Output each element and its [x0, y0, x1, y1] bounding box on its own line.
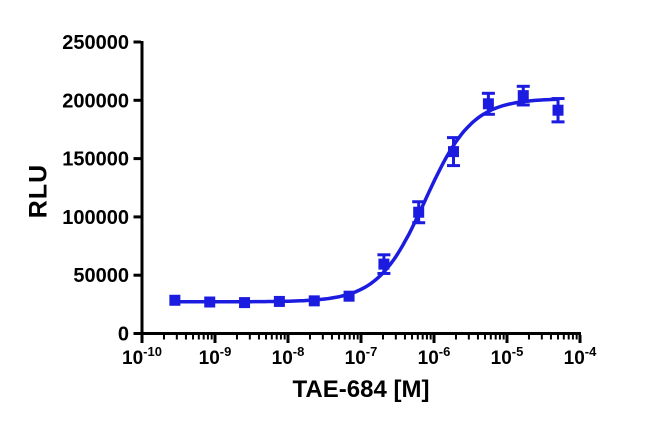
data-point-marker — [169, 294, 181, 306]
x-axis-title: TAE-684 [M] — [292, 376, 430, 403]
y-tick-label: 200000 — [62, 90, 129, 112]
data-point-marker — [552, 104, 564, 116]
data-point-marker — [413, 206, 425, 218]
data-point-marker — [239, 297, 251, 309]
data-point-marker — [517, 90, 529, 102]
x-tick-label: 10-7 — [345, 344, 378, 369]
x-tick-label: 10-6 — [418, 344, 451, 369]
y-tick-label: 50000 — [73, 265, 129, 287]
y-tick-label: 250000 — [62, 32, 129, 54]
y-axis-title: RLU — [24, 163, 53, 219]
x-tick-label: 10-8 — [272, 344, 305, 369]
y-tick-label: 150000 — [62, 149, 129, 171]
y-tick-label: 100000 — [62, 207, 129, 229]
data-point-marker — [343, 290, 355, 302]
x-tick-label: 10-4 — [564, 344, 597, 369]
data-point-marker — [273, 295, 285, 307]
data-point-marker — [482, 98, 494, 110]
x-tick-label: 10-5 — [491, 344, 524, 369]
x-tick-label: 10-10 — [122, 344, 162, 369]
fit-curve — [173, 97, 560, 304]
y-tick-label: 0 — [118, 324, 129, 346]
data-point-marker — [204, 296, 216, 308]
data-point-marker — [378, 258, 390, 270]
data-point-marker — [308, 295, 320, 307]
x-tick-label: 10-9 — [199, 344, 232, 369]
data-point-marker — [448, 146, 460, 158]
